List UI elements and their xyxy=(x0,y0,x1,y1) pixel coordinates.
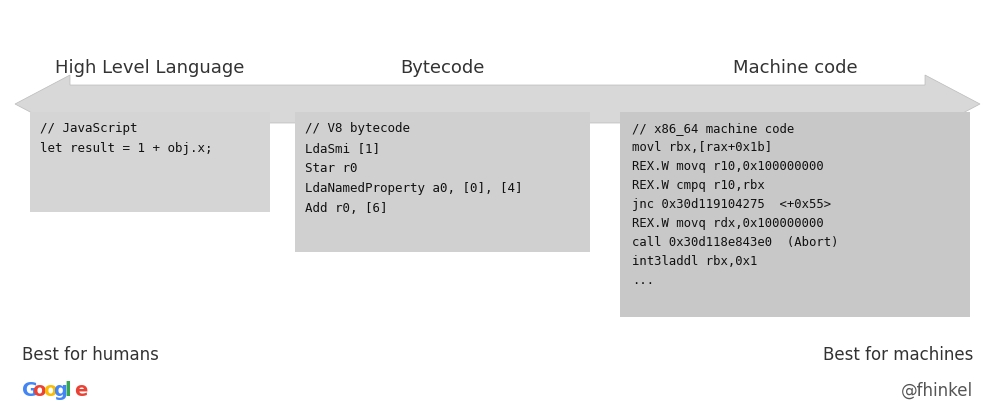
Text: // V8 bytecode
LdaSmi [1]
Star r0
LdaNamedProperty a0, [0], [4]
Add r0, [6]: // V8 bytecode LdaSmi [1] Star r0 LdaNam… xyxy=(305,122,522,215)
Text: Best for machines: Best for machines xyxy=(822,346,972,364)
Text: o: o xyxy=(33,381,46,400)
Text: e: e xyxy=(75,381,87,400)
Text: @fhinkel: @fhinkel xyxy=(900,382,972,400)
FancyBboxPatch shape xyxy=(294,112,589,252)
Polygon shape xyxy=(15,75,979,133)
Text: // JavaScript
let result = 1 + obj.x;: // JavaScript let result = 1 + obj.x; xyxy=(40,122,213,155)
Text: l: l xyxy=(64,381,71,400)
Text: G: G xyxy=(22,381,38,400)
FancyBboxPatch shape xyxy=(619,112,969,317)
Text: // x86_64 machine code
movl rbx,[rax+0x1b]
REX.W movq r10,0x100000000
REX.W cmpq: // x86_64 machine code movl rbx,[rax+0x1… xyxy=(631,122,838,287)
Text: Best for humans: Best for humans xyxy=(22,346,159,364)
Text: g: g xyxy=(54,381,68,400)
Text: Bytecode: Bytecode xyxy=(400,59,484,77)
Text: o: o xyxy=(43,381,57,400)
FancyBboxPatch shape xyxy=(30,112,269,212)
Text: High Level Language: High Level Language xyxy=(56,59,245,77)
Text: Machine code: Machine code xyxy=(732,59,857,77)
